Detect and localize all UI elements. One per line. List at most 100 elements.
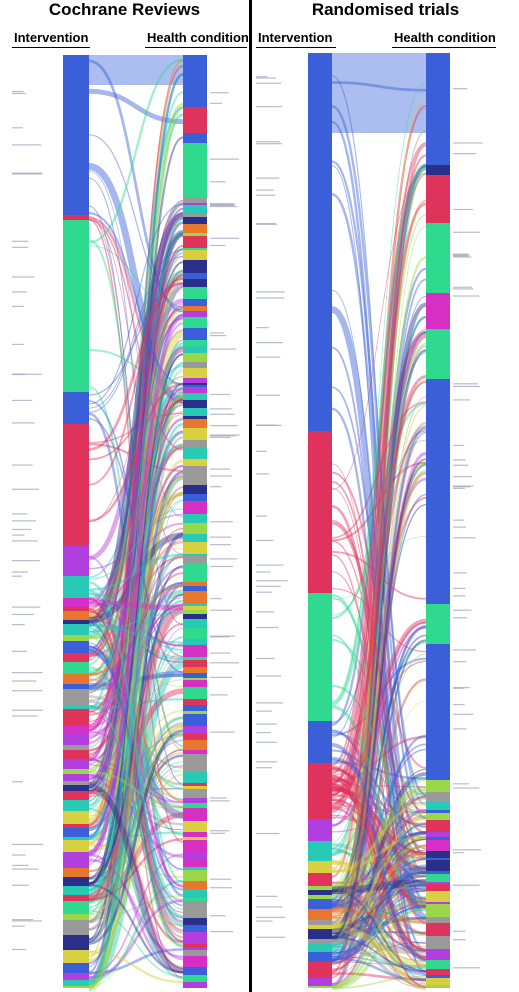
label-tick bbox=[12, 715, 38, 717]
flow-link bbox=[331, 471, 427, 912]
flow-link bbox=[88, 298, 184, 561]
flow-link bbox=[88, 276, 184, 656]
condition-node bbox=[183, 248, 207, 250]
main-flow-ribbon bbox=[89, 55, 183, 85]
label-tick bbox=[453, 787, 480, 789]
flow-link bbox=[87, 229, 185, 789]
label-tick bbox=[453, 849, 481, 851]
flow-link bbox=[331, 898, 427, 952]
flow-link bbox=[88, 252, 184, 780]
flow-link bbox=[331, 861, 427, 908]
label-tick bbox=[12, 680, 37, 682]
flow-link bbox=[331, 786, 427, 965]
label-tick bbox=[12, 948, 26, 951]
flow-link bbox=[331, 802, 427, 874]
label-tick bbox=[256, 515, 267, 517]
flow-link bbox=[331, 748, 427, 904]
condition-node bbox=[183, 277, 207, 279]
condition-node bbox=[183, 563, 207, 572]
flow-link bbox=[331, 834, 427, 908]
flow-link bbox=[331, 879, 427, 895]
condition-node bbox=[183, 328, 207, 331]
flow-link bbox=[331, 214, 427, 888]
flow-link bbox=[88, 59, 184, 825]
condition-node bbox=[183, 798, 207, 803]
intervention-node bbox=[63, 824, 89, 828]
label-tick bbox=[256, 297, 285, 299]
flow-link bbox=[331, 625, 427, 909]
flow-link bbox=[88, 207, 184, 762]
flow-link bbox=[88, 113, 184, 892]
flow-link bbox=[88, 491, 184, 921]
flow-link bbox=[331, 660, 427, 776]
label-tick bbox=[12, 671, 43, 674]
flow-link bbox=[331, 75, 427, 806]
flow-link bbox=[331, 519, 427, 813]
flow-link bbox=[331, 886, 427, 937]
condition-node bbox=[183, 821, 207, 832]
condition-node bbox=[183, 466, 207, 477]
flow-link bbox=[88, 853, 184, 974]
flow-link bbox=[88, 584, 184, 779]
flow-link bbox=[88, 725, 184, 916]
condition-node bbox=[183, 772, 207, 783]
label-tick bbox=[12, 571, 28, 573]
intervention-node bbox=[63, 576, 89, 598]
flow-link bbox=[331, 782, 427, 953]
condition-node bbox=[183, 750, 207, 754]
condition-node bbox=[183, 214, 207, 217]
label-tick bbox=[210, 731, 235, 733]
label-tick bbox=[256, 223, 277, 225]
flow-link bbox=[331, 678, 427, 919]
flow-link bbox=[331, 144, 427, 974]
condition-node bbox=[426, 744, 450, 780]
label-tick bbox=[210, 635, 236, 637]
label-tick bbox=[12, 868, 39, 870]
label-tick bbox=[453, 399, 471, 401]
flow-link bbox=[331, 868, 427, 989]
condition-node bbox=[183, 279, 207, 287]
flow-link bbox=[88, 757, 184, 970]
flow-link bbox=[88, 853, 184, 975]
intervention-node bbox=[308, 431, 332, 593]
flow-link bbox=[88, 600, 184, 611]
flow-link bbox=[88, 635, 184, 948]
flow-link bbox=[88, 361, 184, 896]
condition-node bbox=[183, 55, 207, 85]
flow-link bbox=[88, 398, 184, 792]
condition-node bbox=[183, 501, 207, 514]
flow-link bbox=[331, 836, 427, 971]
condition-node bbox=[183, 705, 207, 711]
label-tick bbox=[453, 519, 465, 521]
flow-link bbox=[88, 344, 184, 771]
flow-link bbox=[331, 786, 427, 856]
flow-link bbox=[88, 349, 184, 826]
label-tick bbox=[210, 797, 227, 799]
condition-node bbox=[183, 494, 207, 501]
flow-link bbox=[331, 97, 427, 871]
flow-link bbox=[331, 842, 427, 878]
flow-link bbox=[88, 635, 184, 773]
flow-link bbox=[331, 761, 427, 780]
condition-node bbox=[426, 978, 450, 985]
flow-link bbox=[88, 443, 184, 693]
intervention-node bbox=[63, 840, 89, 852]
flow-link bbox=[331, 463, 427, 962]
flow-link bbox=[88, 430, 184, 773]
flow-link bbox=[88, 621, 184, 943]
intervention-node bbox=[308, 962, 332, 978]
health-condition-underline-left bbox=[145, 47, 247, 48]
flow-link bbox=[88, 553, 184, 591]
flow-link bbox=[331, 901, 427, 955]
label-tick bbox=[256, 342, 284, 344]
flow-link bbox=[88, 790, 184, 944]
flow-link bbox=[88, 606, 184, 902]
panel-title-trials: Randomised trials bbox=[311, 0, 460, 19]
flow-link bbox=[331, 638, 427, 797]
panel-title-cochrane: Cochrane Reviews bbox=[48, 0, 201, 19]
flow-link bbox=[88, 586, 184, 640]
intervention-node bbox=[308, 841, 332, 861]
flow-link bbox=[331, 289, 427, 900]
label-tick bbox=[210, 204, 234, 207]
flow-link bbox=[88, 671, 184, 691]
